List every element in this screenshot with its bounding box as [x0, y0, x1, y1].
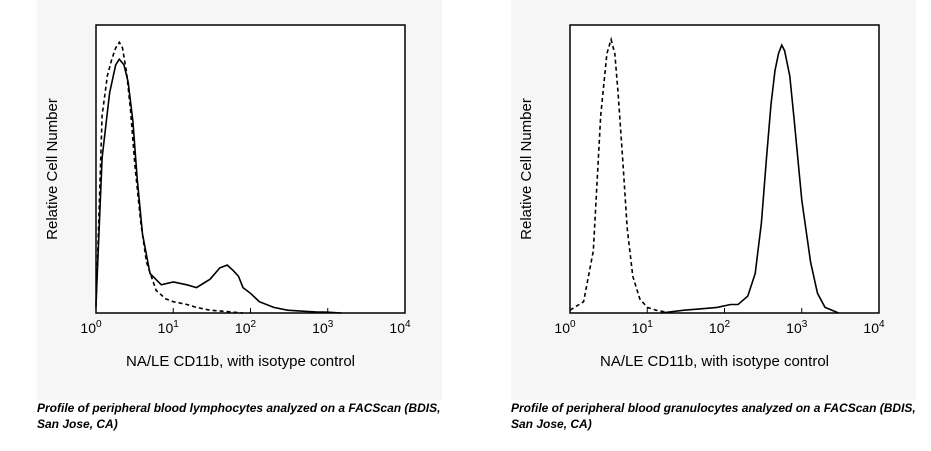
- histogram-granulocytes: 100 101 102 103 104 Relative Cell Number NA/LE…: [518, 24, 885, 370]
- histogram-lymphocytes: 100 101 102 103 104 Relative Cell Number NA/LE…: [44, 24, 411, 370]
- x-tick-label: 104: [389, 319, 411, 336]
- isotype-control-line: [569, 36, 671, 314]
- plot-frame: [569, 24, 880, 314]
- caption-lymphocytes: Profile of peripheral blood lymphocytes …: [37, 401, 441, 431]
- y-axis-label: Relative Cell Number: [518, 98, 535, 240]
- plot-frame: [95, 24, 406, 314]
- x-tick-label: 103: [786, 319, 808, 336]
- cd11b-stain-line: [95, 57, 342, 314]
- x-axis-label: NA/LE CD11b, with isotype control: [600, 353, 829, 370]
- x-tick-label: 101: [158, 319, 180, 336]
- x-tick-label: 103: [312, 319, 334, 336]
- chart-panel-granulocytes: 100 101 102 103 104 Relative Cell Number NA/LE…: [511, 0, 916, 400]
- x-tick-label: 102: [235, 319, 257, 336]
- x-tick-label: 102: [709, 319, 731, 336]
- chart-panel-lymphocytes: 100 101 102 103 104 Relative Cell Number NA/LE…: [37, 0, 442, 400]
- x-axis-label: NA/LE CD11b, with isotype control: [126, 353, 355, 370]
- x-tick-label: 104: [863, 319, 885, 336]
- x-tick-label: 101: [632, 319, 654, 336]
- caption-granulocytes: Profile of peripheral blood granulocytes…: [511, 401, 916, 431]
- x-tick-label: 100: [80, 319, 102, 336]
- x-tick-label: 100: [554, 319, 576, 336]
- y-axis-label: Relative Cell Number: [44, 98, 61, 240]
- isotype-control-line: [95, 40, 244, 314]
- cd11b-stain-line: [660, 43, 839, 314]
